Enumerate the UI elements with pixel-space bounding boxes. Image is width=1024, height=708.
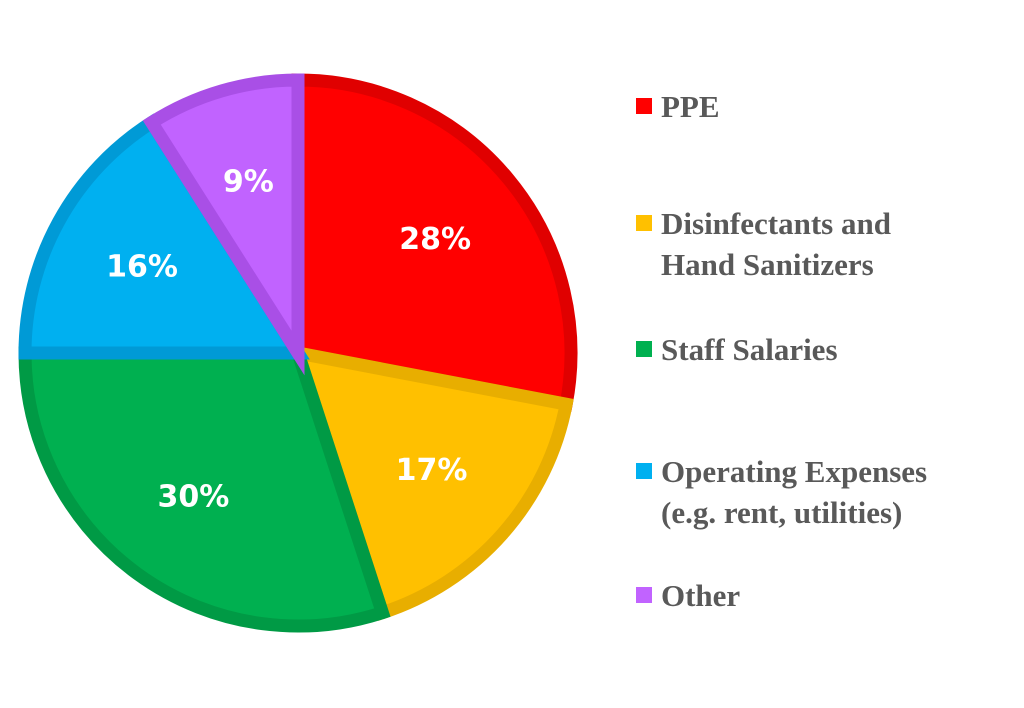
legend-label-operating-expenses: Operating Expenses (e.g. rent, utilities…	[661, 454, 928, 530]
legend-item-other: Other	[636, 575, 740, 616]
pie-data-labels: 28% 17% 30% 16% 9%	[106, 165, 471, 515]
legend-label-disinfectants: Disinfectants and Hand Sanitizers	[661, 206, 891, 282]
legend-item-disinfectants: Disinfectants and Hand Sanitizers	[636, 203, 891, 285]
legend-swatch-other	[636, 587, 652, 603]
pie-slices	[18, 73, 578, 633]
data-label-other: 9%	[223, 165, 274, 200]
data-label-operating-expenses: 16%	[106, 250, 178, 285]
legend-item-ppe: PPE	[636, 86, 720, 127]
data-label-ppe: 28%	[399, 222, 471, 257]
data-label-staff-salaries: 30%	[157, 480, 229, 515]
legend-item-staff-salaries: Staff Salaries	[636, 329, 838, 370]
pie-slice-ppe	[291, 73, 578, 412]
legend-swatch-disinfectants	[636, 215, 652, 231]
legend-label-other: Other	[661, 578, 741, 613]
legend-item-operating-expenses: Operating Expenses (e.g. rent, utilities…	[636, 451, 927, 533]
pie-slice-operating-expenses	[18, 113, 310, 360]
legend-swatch-ppe	[636, 98, 652, 114]
legend-label-staff-salaries: Staff Salaries	[661, 332, 838, 367]
legend-swatch-operating-expenses	[636, 463, 652, 479]
legend: PPE Disinfectants and Hand Sanitizers St…	[636, 0, 1016, 708]
pie-slice-other	[142, 73, 305, 376]
data-label-disinfectants: 17%	[396, 453, 468, 488]
legend-swatch-staff-salaries	[636, 341, 652, 357]
pie-slice-staff-salaries	[18, 346, 391, 633]
legend-label-ppe: PPE	[661, 89, 720, 124]
